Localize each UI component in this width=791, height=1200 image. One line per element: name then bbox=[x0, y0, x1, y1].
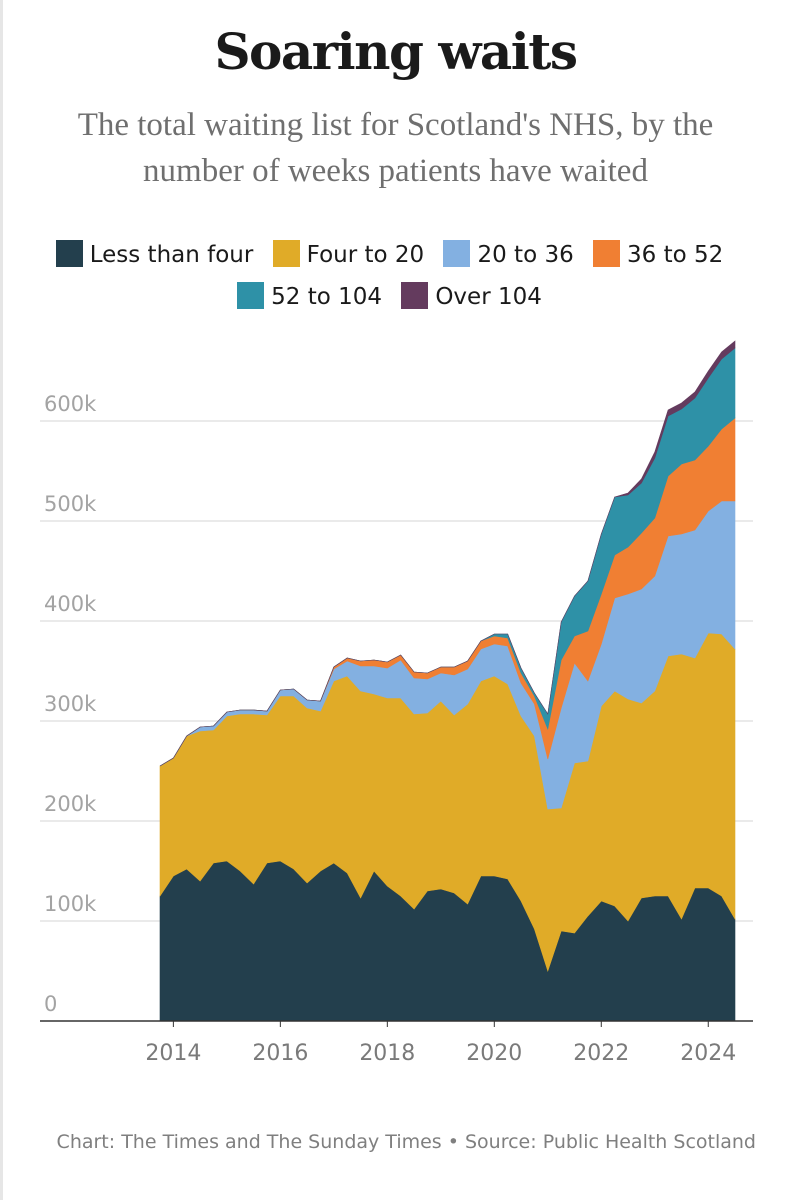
y-tick-label: 200k bbox=[44, 792, 97, 816]
chart-source: Chart: The Times and The Sunday Times • … bbox=[56, 1131, 756, 1153]
legend-swatch bbox=[55, 240, 83, 267]
legend-item-less-than-four: Less than four bbox=[55, 240, 266, 268]
legend-item-36-to-52: 36 to 52 bbox=[593, 240, 735, 268]
legend-item-20-to-36: 20 to 36 bbox=[443, 240, 585, 268]
y-tick-label: 600k bbox=[44, 392, 97, 416]
stacked-area-chart: 0 100k 200k 300k 400k 500k 600k 2014 2016 2018 202… bbox=[40, 340, 753, 1066]
legend-swatch bbox=[401, 282, 429, 309]
y-tick-label: 0 bbox=[44, 992, 57, 1016]
legend-label: 52 to 104 bbox=[271, 284, 383, 310]
legend-swatch bbox=[593, 240, 621, 267]
legend-label: Over 104 bbox=[435, 284, 542, 310]
legend-swatch bbox=[272, 240, 300, 267]
y-tick-label: 100k bbox=[44, 892, 97, 916]
legend-label: Four to 20 bbox=[306, 242, 425, 268]
x-tick-label: 2022 bbox=[573, 1041, 629, 1066]
y-tick-label: 400k bbox=[44, 592, 97, 616]
y-tick-label: 500k bbox=[44, 492, 97, 516]
legend-label: Less than four bbox=[89, 242, 254, 268]
area-series bbox=[159, 340, 736, 1022]
axes: 0 100k 200k 300k 400k 500k 600k 2014 2016 2018 202… bbox=[40, 392, 753, 1066]
x-tick-label: 2016 bbox=[252, 1041, 308, 1066]
left-edge-border bbox=[0, 0, 3, 1200]
legend-label: 36 to 52 bbox=[627, 242, 724, 268]
x-tick-label: 2014 bbox=[145, 1041, 201, 1066]
chart-title: Soaring waits bbox=[214, 22, 578, 81]
legend-item-52-to-104: 52 to 104 bbox=[237, 282, 394, 310]
y-tick-label: 300k bbox=[44, 692, 97, 716]
area-over-104 bbox=[159, 340, 736, 767]
x-tick-label: 2024 bbox=[680, 1041, 736, 1066]
x-tick-label: 2020 bbox=[466, 1041, 522, 1066]
legend-swatch bbox=[443, 240, 471, 267]
chart-subtitle: The total waiting list for Scotland's NH… bbox=[77, 107, 714, 189]
legend-swatch bbox=[237, 282, 265, 309]
chart-legend: Less than four Four to 20 20 to 36 36 to… bbox=[45, 234, 746, 318]
legend-label: 20 to 36 bbox=[477, 242, 574, 268]
x-tick-label: 2018 bbox=[359, 1041, 415, 1066]
legend-item-over-104: Over 104 bbox=[401, 282, 554, 310]
legend-item-four-to-20: Four to 20 bbox=[272, 240, 437, 268]
